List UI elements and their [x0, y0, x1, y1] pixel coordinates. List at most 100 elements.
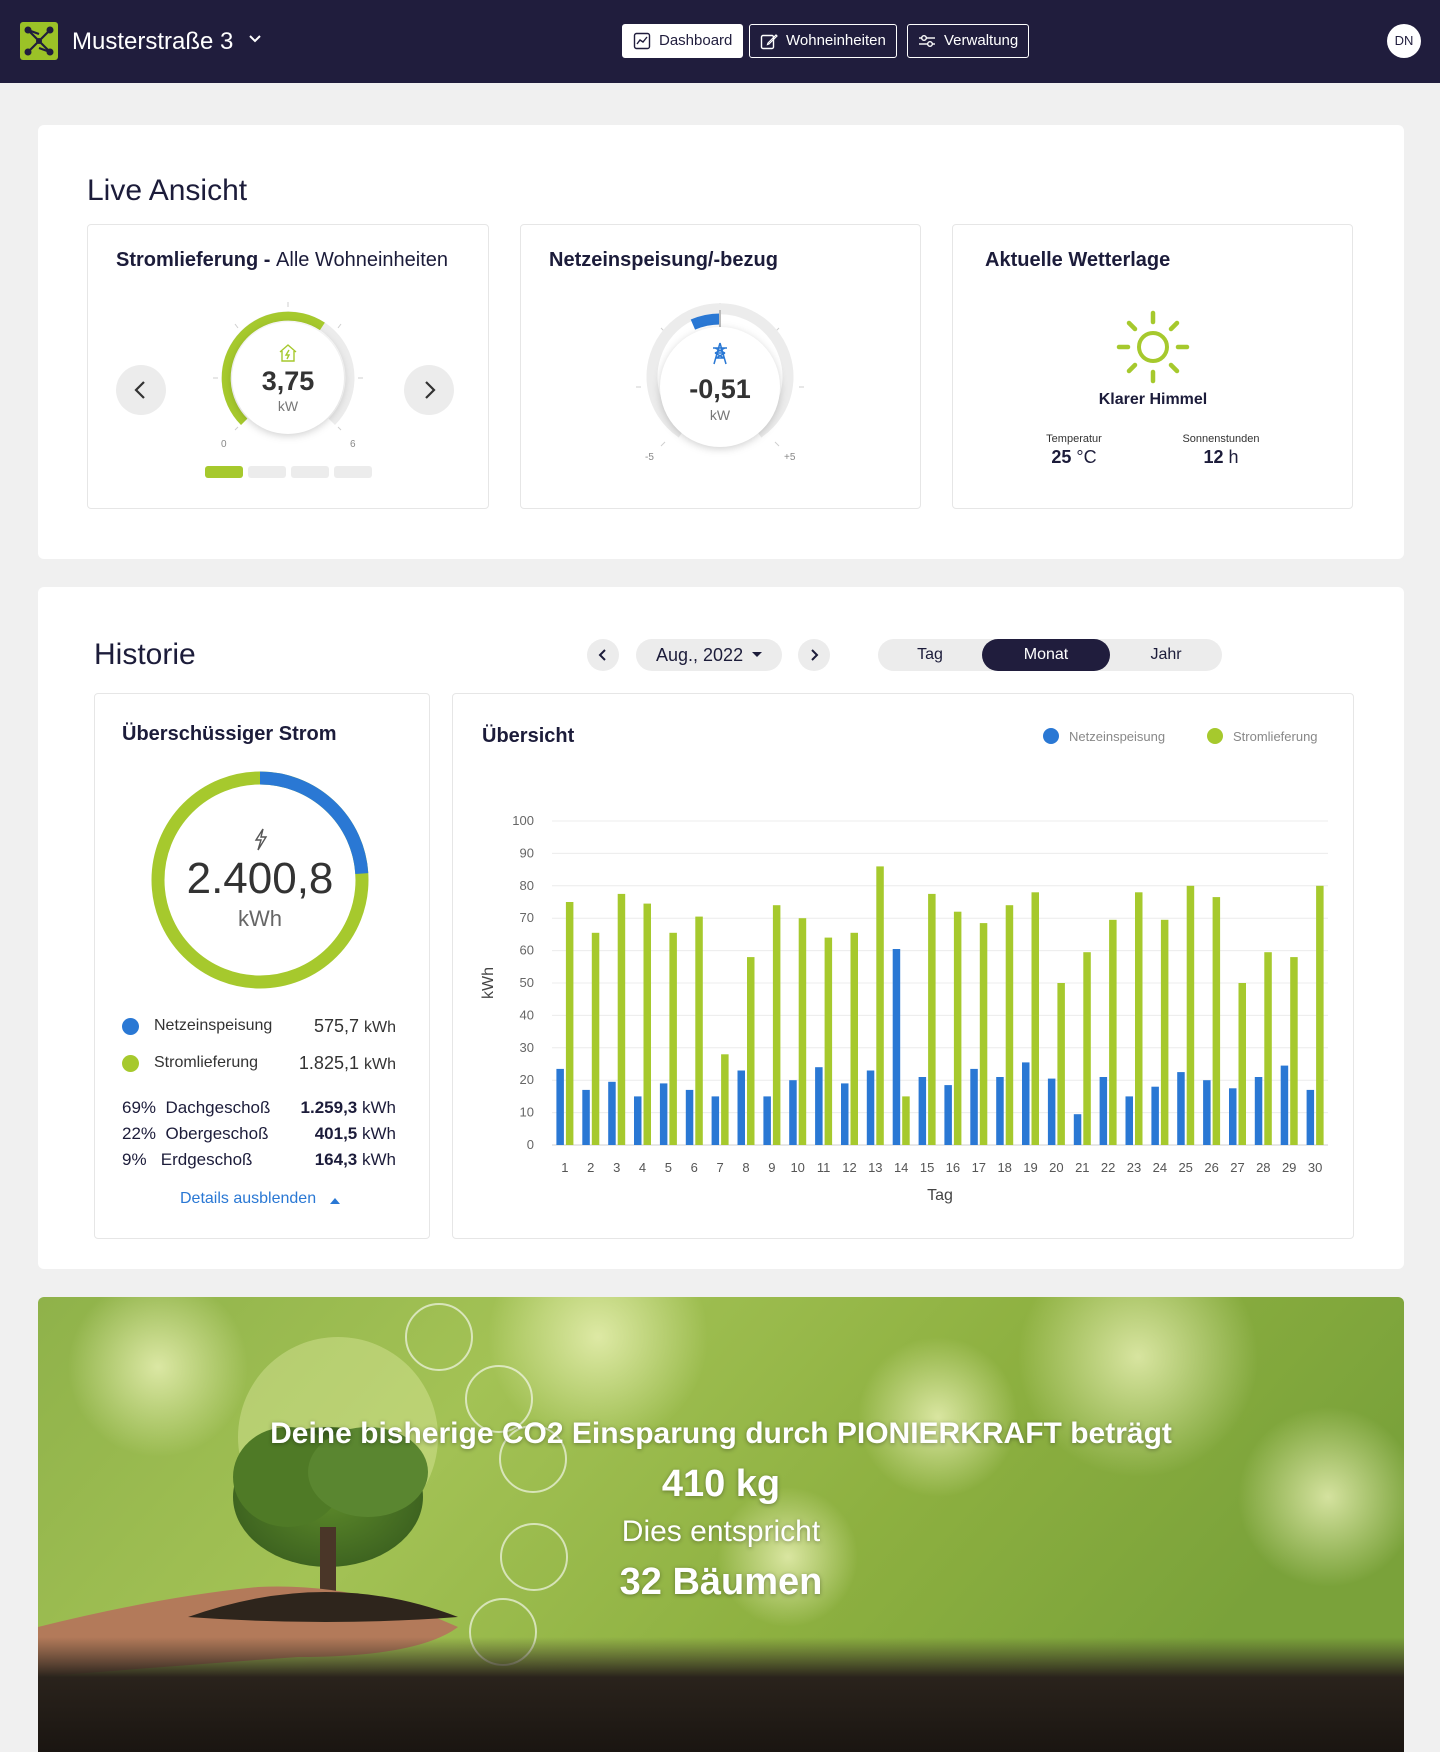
- supply-gauge: [213, 302, 363, 434]
- user-avatar[interactable]: DN: [1387, 24, 1421, 58]
- x-tick-label: 3: [613, 1160, 620, 1175]
- bar-netzeinspeisung: [1254, 1077, 1263, 1145]
- x-tick-label: 12: [842, 1160, 856, 1175]
- surplus-donut: [151, 771, 369, 989]
- caret-down-icon: [752, 652, 762, 657]
- temperature-label: Temperatur: [1046, 433, 1102, 445]
- lightning-icon: [254, 828, 268, 851]
- weather-card: [952, 224, 1353, 509]
- bar-stromlieferung: [1057, 983, 1065, 1145]
- tab-tag[interactable]: Tag: [917, 646, 943, 663]
- chevron-down-icon[interactable]: [246, 30, 264, 48]
- bar-stromlieferung: [1316, 885, 1324, 1145]
- bar-stromlieferung: [1290, 957, 1298, 1145]
- bar-netzeinspeisung: [1125, 1096, 1133, 1145]
- bar-stromlieferung: [798, 918, 807, 1145]
- chart-line-icon: [633, 32, 651, 50]
- y-tick-label: 90: [520, 845, 534, 860]
- pager-dot[interactable]: [291, 466, 329, 478]
- chart-legend-netzeinspeisung[interactable]: Netzeinspeisung: [1069, 729, 1166, 744]
- bar-netzeinspeisung: [866, 1070, 875, 1145]
- history-title: Historie: [94, 638, 196, 671]
- floor-value-obergeschoss: 401,5 kWh: [314, 1124, 396, 1143]
- overview-card: [452, 693, 1354, 1239]
- property-name[interactable]: Musterstraße 3: [72, 28, 234, 55]
- bar-netzeinspeisung: [634, 1096, 642, 1145]
- next-period-button[interactable]: [798, 639, 830, 671]
- pager-dot[interactable]: [205, 466, 243, 478]
- bar-stromlieferung: [1083, 952, 1091, 1145]
- grid-scale-max: +5: [784, 452, 796, 463]
- nav-dashboard-button[interactable]: Dashboard: [622, 24, 744, 58]
- floor-row-erdgeschoss: 9% Erdgeschoß: [122, 1150, 253, 1169]
- bar-stromlieferung: [1186, 885, 1195, 1145]
- bar-stromlieferung: [617, 893, 626, 1145]
- x-tick-label: 13: [868, 1160, 882, 1175]
- live-title: Live Ansicht: [87, 174, 248, 207]
- grid-gauge: [636, 303, 804, 447]
- chart-legend-dot-stromlieferung: [1207, 728, 1223, 744]
- unit-pager[interactable]: [205, 466, 372, 478]
- bar-netzeinspeisung: [1047, 1078, 1056, 1145]
- bar-stromlieferung: [1160, 919, 1169, 1145]
- bar-stromlieferung: [565, 902, 574, 1145]
- x-tick-label: 14: [894, 1160, 908, 1175]
- bar-stromlieferung: [824, 937, 833, 1145]
- prev-period-button[interactable]: [587, 639, 619, 671]
- nav-verwaltung-button[interactable]: Verwaltung: [907, 24, 1030, 58]
- bar-stromlieferung: [902, 1096, 910, 1145]
- nav-wohneinheiten-button[interactable]: Wohneinheiten: [749, 24, 897, 58]
- bar-netzeinspeisung: [1177, 1072, 1185, 1145]
- x-tick-label: 29: [1282, 1160, 1296, 1175]
- surplus-total: 2.400,8: [186, 854, 334, 903]
- bar-netzeinspeisung: [1151, 1086, 1159, 1145]
- y-tick-label: 10: [520, 1105, 534, 1120]
- bar-netzeinspeisung: [711, 1096, 720, 1145]
- house-energy-icon: [279, 344, 297, 362]
- x-tick-label: 26: [1204, 1160, 1218, 1175]
- chart-legend-dot-netzeinspeisung: [1043, 728, 1059, 744]
- power-tower-icon: [713, 342, 727, 365]
- tab-monat[interactable]: Monat: [982, 639, 1110, 671]
- tab-jahr[interactable]: Jahr: [1150, 646, 1182, 663]
- prev-unit-button[interactable]: [116, 365, 166, 415]
- y-tick-label: 30: [520, 1040, 534, 1055]
- chevron-left-icon: [134, 381, 145, 399]
- details-toggle-link[interactable]: Details ausblenden: [180, 1190, 317, 1207]
- x-tick-label: 23: [1127, 1160, 1141, 1175]
- bar-stromlieferung: [1212, 897, 1221, 1145]
- surplus-card-title: Überschüssiger Strom: [122, 723, 337, 745]
- bar-netzeinspeisung: [789, 1080, 797, 1145]
- x-tick-label: 18: [997, 1160, 1011, 1175]
- weather-condition: Klarer Himmel: [1098, 391, 1208, 408]
- x-tick-label: 11: [817, 1160, 831, 1175]
- x-tick-label: 17: [972, 1160, 986, 1175]
- chart-legend-stromlieferung[interactable]: Stromlieferung: [1233, 729, 1318, 744]
- bar-stromlieferung: [953, 911, 962, 1145]
- bar-stromlieferung: [1264, 952, 1272, 1145]
- edit-icon: [760, 34, 778, 50]
- x-tick-label: 20: [1049, 1160, 1063, 1175]
- x-tick-label: 28: [1256, 1160, 1270, 1175]
- bar-stromlieferung: [695, 916, 703, 1145]
- overview-title: Übersicht: [482, 725, 575, 747]
- x-tick-label: 5: [665, 1160, 672, 1175]
- caret-up-icon[interactable]: [330, 1198, 340, 1204]
- bar-netzeinspeisung: [582, 1089, 590, 1145]
- bar-stromlieferung: [928, 893, 936, 1145]
- bar-netzeinspeisung: [841, 1083, 849, 1145]
- pionierkraft-logo-icon[interactable]: [20, 22, 58, 60]
- pager-dot[interactable]: [334, 466, 372, 478]
- weather-card-title: Aktuelle Wetterlage: [985, 249, 1171, 271]
- grid-value: -0,51: [689, 374, 751, 404]
- co2-trees: 32 Bäumen: [619, 1561, 823, 1603]
- floor-value-erdgeschoss: 164,3 kWh: [314, 1150, 396, 1169]
- nav-verwaltung-label: Verwaltung: [944, 32, 1019, 49]
- x-tick-label: 4: [639, 1160, 646, 1175]
- period-select[interactable]: Aug., 2022: [636, 639, 782, 671]
- temperature-value: 25 °C: [1051, 447, 1097, 467]
- pager-dot[interactable]: [248, 466, 286, 478]
- bar-stromlieferung: [721, 1054, 729, 1145]
- next-unit-button[interactable]: [404, 365, 454, 415]
